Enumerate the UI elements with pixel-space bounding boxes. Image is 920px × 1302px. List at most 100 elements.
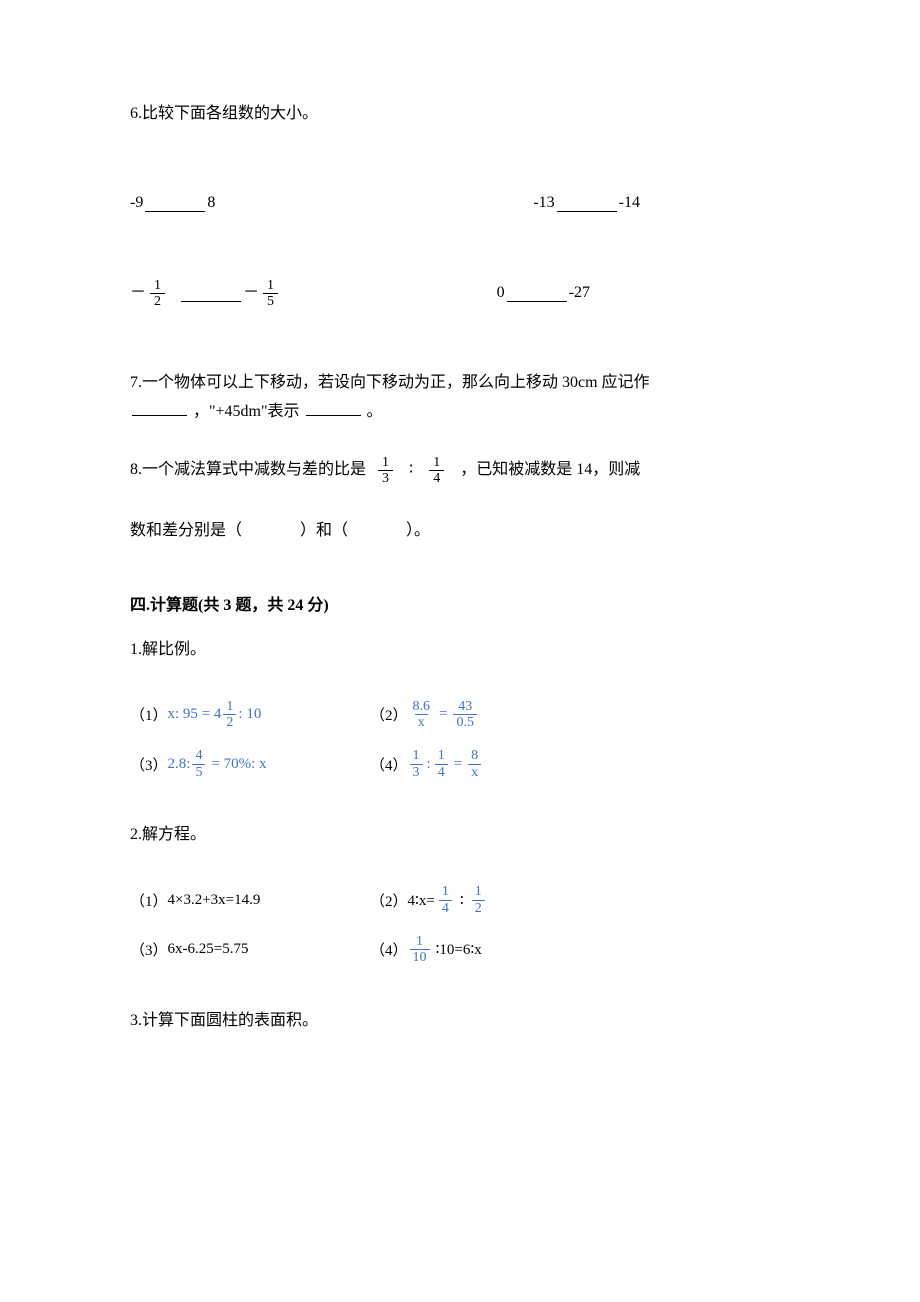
fraction: 1 3 — [378, 455, 393, 487]
eq-prefix: （4） — [370, 939, 408, 960]
q6-row1: -9 8 -13 -14 — [130, 189, 790, 218]
eq-prefix: （2） — [370, 704, 408, 725]
q8-text-c: 数和差分别是（ — [130, 522, 242, 539]
numerator: 1 — [429, 455, 444, 470]
eq-prefix: （1） — [130, 890, 168, 911]
eq-text: ∶ — [460, 891, 464, 910]
q6-r1-ra: -13 — [533, 189, 554, 218]
numerator: 1 — [223, 699, 236, 714]
s4-q1-label: 1.解比例。 — [130, 635, 790, 659]
eq-text: = 70%: x — [211, 756, 266, 773]
denominator: 3 — [378, 470, 393, 486]
fraction: 43 0.5 — [453, 699, 477, 731]
fraction: 1 10 — [410, 934, 430, 966]
numerator: 1 — [435, 748, 448, 763]
numerator: 4 — [192, 748, 205, 763]
fraction: 8 x — [468, 748, 481, 780]
fraction: 1 4 — [435, 748, 448, 780]
denominator: 4 — [439, 900, 452, 916]
eq-prefix: （2） — [370, 890, 408, 911]
numerator: 8 — [468, 748, 481, 763]
eq-text: 4×3.2+3x=14.9 — [168, 892, 261, 909]
denominator: 4 — [435, 764, 448, 780]
denominator: 2 — [472, 900, 485, 916]
denominator: x — [468, 764, 481, 780]
numerator: 1 — [413, 934, 426, 949]
numerator: 1 — [410, 748, 423, 763]
fraction: 1 2 — [150, 278, 165, 310]
question-8: 8.一个减法算式中减数与差的比是 1 3 ∶ 1 4 ，已知被减数是 14，则减… — [130, 455, 790, 546]
blank — [145, 194, 205, 212]
denominator: 4 — [429, 470, 444, 486]
denominator: 3 — [410, 764, 423, 780]
numerator: 8.6 — [410, 699, 434, 714]
question-7: 7.一个物体可以上下移动，若设向下移动为正，那么向上移动 30cm 应记作 ，"… — [130, 369, 790, 427]
q6-row1-right: -13 -14 — [533, 189, 640, 218]
eq-prefix: （3） — [130, 754, 168, 775]
numerator: 1 — [150, 278, 165, 293]
blank — [132, 398, 187, 416]
numerator: 1 — [439, 884, 452, 899]
s4-q1-eq4: （4） 1 3 : 1 4 = 8 x — [370, 748, 610, 780]
q8-text-b: ，已知被减数是 14，则减 — [460, 456, 640, 485]
denominator: 10 — [410, 949, 430, 965]
denominator: 5 — [192, 764, 205, 780]
q7-text-b: ，"+45dm"表示 — [193, 403, 300, 420]
blank — [507, 284, 567, 302]
blank — [557, 194, 617, 212]
denominator: x — [415, 714, 428, 730]
fraction: 1 2 — [472, 884, 485, 916]
eq-text: : 10 — [238, 706, 261, 723]
s4-q3-label: 3.计算下面圆柱的表面积。 — [130, 1006, 790, 1030]
s4-q2-eq4: （4） 1 10 ∶10=6∶x — [370, 934, 610, 966]
denominator: 2 — [223, 714, 236, 730]
fraction: 1 5 — [263, 278, 278, 310]
fraction: 1 4 — [429, 455, 444, 487]
q8-colon: ∶ — [409, 456, 413, 485]
q6-row2: － 1 2 － 1 5 0 -27 — [130, 278, 790, 310]
s4-q2-eq2: （2） 4∶x= 1 4 ∶ 1 2 — [370, 884, 610, 916]
q6-row2-right: 0 -27 — [497, 279, 590, 308]
question-6: 6.比较下面各组数的大小。 -9 8 -13 -14 － 1 2 － 1 5 — [130, 100, 790, 309]
eq-text: : — [427, 756, 431, 773]
denominator: 5 — [263, 293, 278, 309]
eq-text: ∶10=6∶x — [436, 940, 482, 959]
s4-q2-label: 2.解方程。 — [130, 820, 790, 844]
s4-q1-eq3: （3） 2.8: 4 5 = 70%: x — [130, 748, 370, 780]
blank — [181, 284, 241, 302]
s4-q1-eq2: （2） 8.6 x = 43 0.5 — [370, 699, 610, 731]
eq-prefix: （4） — [370, 754, 408, 775]
q6-label: 6.比较下面各组数的大小。 — [130, 100, 790, 129]
eq-prefix: （1） — [130, 704, 168, 725]
eq-prefix: （3） — [130, 939, 168, 960]
fraction: 1 3 — [410, 748, 423, 780]
numerator: 1 — [263, 278, 278, 293]
fraction: 4 5 — [192, 748, 205, 780]
s4-q2-eq3: （3） 6x-6.25=5.75 — [130, 939, 370, 960]
q6-r2-prefix: － — [130, 279, 146, 308]
q6-r2-mid: － — [243, 279, 259, 308]
fraction: 1 2 — [223, 699, 236, 731]
fraction: 1 4 — [439, 884, 452, 916]
eq-text: 6x-6.25=5.75 — [168, 941, 249, 958]
numerator: 43 — [455, 699, 475, 714]
q8-text-e: ）。 — [406, 522, 430, 539]
q8-line2: 数和差分别是（ ）和（ ）。 — [130, 517, 790, 546]
numerator: 1 — [378, 455, 393, 470]
eq-text: 4∶x= — [408, 891, 435, 910]
denominator: 0.5 — [453, 714, 477, 730]
numerator: 1 — [472, 884, 485, 899]
s4-q2-eq1: （1） 4×3.2+3x=14.9 — [130, 890, 370, 911]
denominator: 2 — [150, 293, 165, 309]
s4-q1-eq1: （1） x: 95 = 4 1 2 : 10 — [130, 699, 370, 731]
q8-text-a: 8.一个减法算式中减数与差的比是 — [130, 456, 366, 485]
eq-text: x: 95 = 4 — [168, 706, 222, 723]
blank — [306, 398, 361, 416]
s4-q1-grid: （1） x: 95 = 4 1 2 : 10 （2） 8.6 x = 43 0.… — [130, 699, 790, 781]
q6-r1-lb: 8 — [207, 189, 215, 218]
eq-text: 2.8: — [168, 756, 191, 773]
q8-line1: 8.一个减法算式中减数与差的比是 1 3 ∶ 1 4 ，已知被减数是 14，则减 — [130, 455, 790, 487]
q6-r2-rb: -27 — [569, 279, 590, 308]
q6-r1-rb: -14 — [619, 189, 640, 218]
fraction: 8.6 x — [410, 699, 434, 731]
